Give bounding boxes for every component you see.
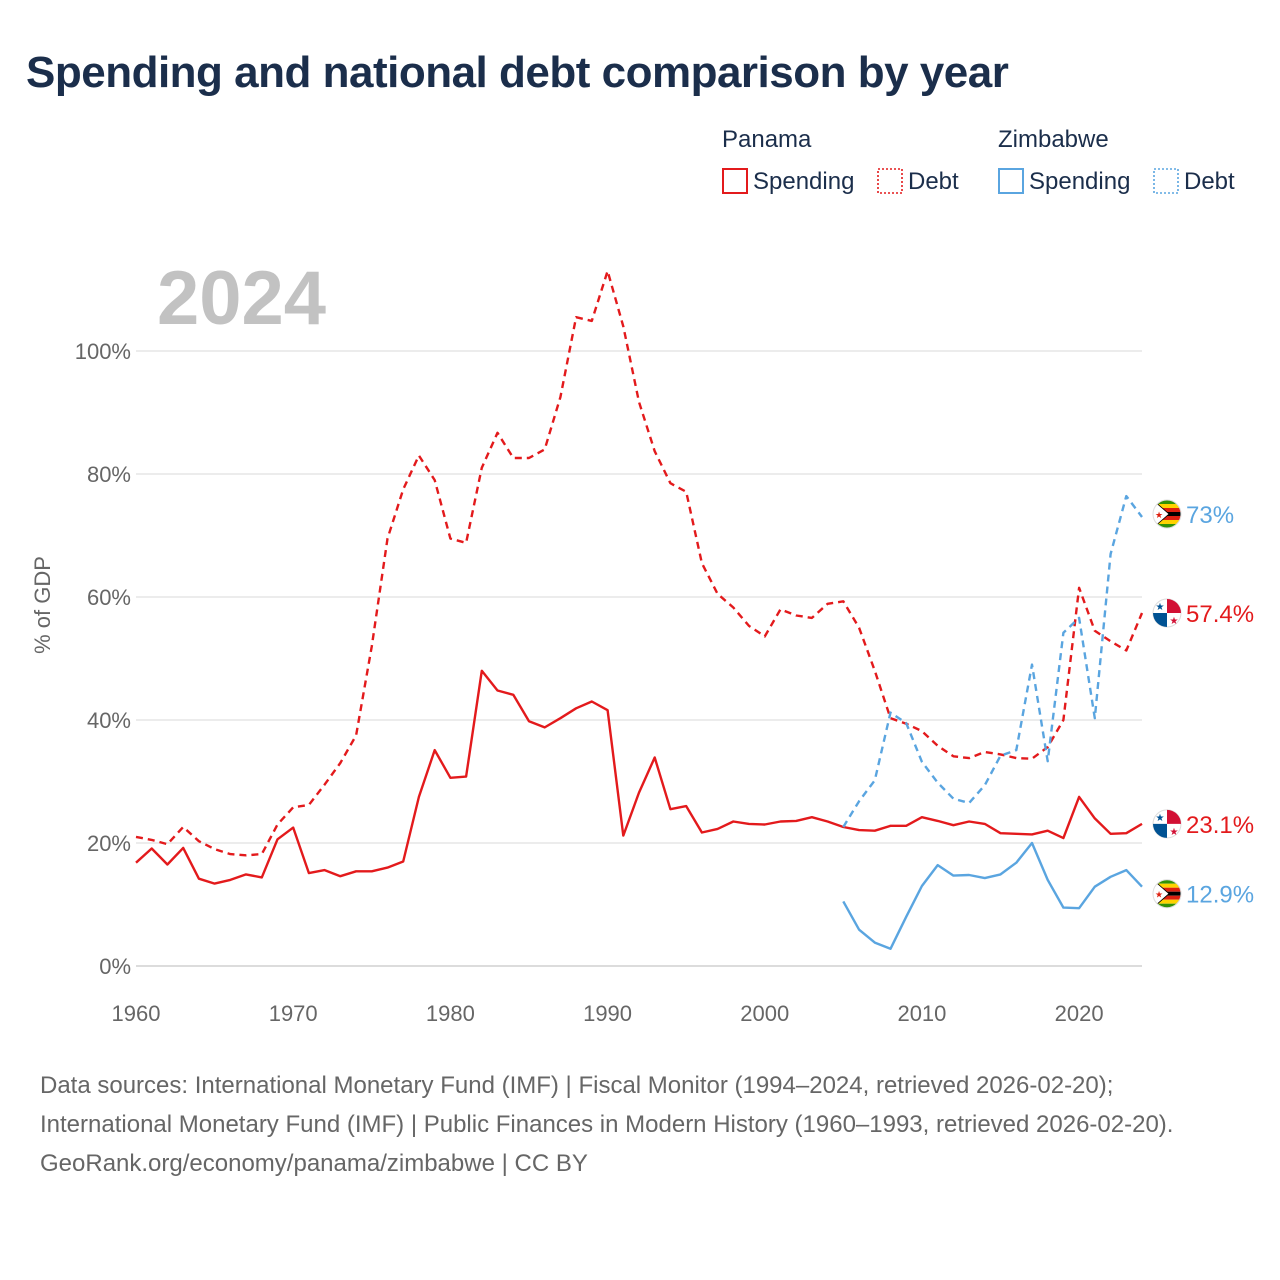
series-zimbabwe-debt (842, 494, 1143, 828)
x-tick-label: 2020 (1055, 1001, 1104, 1026)
end-label: 57.4% (1186, 601, 1254, 628)
x-tick-label: 2010 (897, 1001, 946, 1026)
svg-text:★: ★ (1155, 890, 1163, 900)
svg-text:★: ★ (1170, 616, 1179, 627)
legend-item-spending[interactable]: Spending (753, 168, 854, 195)
end-label: 23.1% (1186, 812, 1254, 839)
legend-group-panama: Panama (722, 126, 812, 153)
chart-title: Spending and national debt comparison by… (26, 48, 1009, 97)
legend-swatch-spending[interactable] (722, 168, 748, 194)
zimbabwe-flag-icon: ★ (1152, 879, 1182, 909)
series-panama-spending (135, 669, 1143, 885)
svg-text:★: ★ (1156, 813, 1165, 824)
legend-swatch-debt[interactable] (877, 168, 903, 194)
chart-legend: Panama Spending Debt Zimbabwe Spending Debt (722, 126, 1235, 195)
end-label: 73% (1186, 502, 1234, 529)
grid-lines (136, 350, 1142, 967)
x-tick-label: 1990 (583, 1001, 632, 1026)
x-axis: 1960 1970 1980 1990 2000 2010 2020 (112, 1001, 1104, 1026)
y-tick-label: 20% (87, 831, 131, 856)
data-sources: Data sources: International Monetary Fun… (40, 1072, 1174, 1138)
svg-text:★: ★ (1170, 827, 1179, 838)
legend-swatch-debt[interactable] (1153, 168, 1179, 194)
y-tick-label: 40% (87, 708, 131, 733)
zimbabwe-flag-icon: ★ (1152, 499, 1182, 529)
legend-item-debt[interactable]: Debt (1184, 168, 1235, 195)
footer: Data sources: International Monetary Fun… (40, 1066, 1240, 1183)
series-panama-debt (135, 269, 1144, 857)
legend-item-spending[interactable]: Spending (1029, 168, 1130, 195)
panama-flag-icon: ★★ (1152, 809, 1182, 839)
series-layer (135, 269, 1144, 950)
credit-link[interactable]: GeoRank.org/economy/panama/zimbabwe | CC… (40, 1150, 588, 1177)
x-tick-label: 1970 (269, 1001, 318, 1026)
y-tick-label: 0% (99, 954, 131, 979)
y-axis-title: % of GDP (30, 556, 55, 654)
year-label: 2024 (157, 256, 326, 341)
series-zimbabwe-spending (842, 841, 1143, 950)
y-tick-label: 100% (75, 339, 131, 364)
legend-group-zimbabwe: Zimbabwe (998, 126, 1109, 153)
chart-canvas: Panama Spending Debt Zimbabwe Spending Debt 2… (30, 126, 1254, 1026)
svg-text:★: ★ (1155, 510, 1163, 520)
y-tick-label: 60% (87, 585, 131, 610)
y-tick-label: 80% (87, 462, 131, 487)
legend-item-debt[interactable]: Debt (908, 168, 959, 195)
y-axis: 0% 20% 40% 60% 80% 100% (75, 339, 131, 979)
legend-swatch-spending[interactable] (998, 168, 1024, 194)
svg-text:★: ★ (1156, 602, 1165, 613)
x-tick-label: 1980 (426, 1001, 475, 1026)
x-tick-label: 1960 (112, 1001, 161, 1026)
end-label: 12.9% (1186, 882, 1254, 909)
x-tick-label: 2000 (740, 1001, 789, 1026)
panama-flag-icon: ★★ (1152, 598, 1182, 628)
end-markers: ★★ 57.4%★★ 23.1%★ 73%★ 12.9% (1152, 499, 1254, 909)
